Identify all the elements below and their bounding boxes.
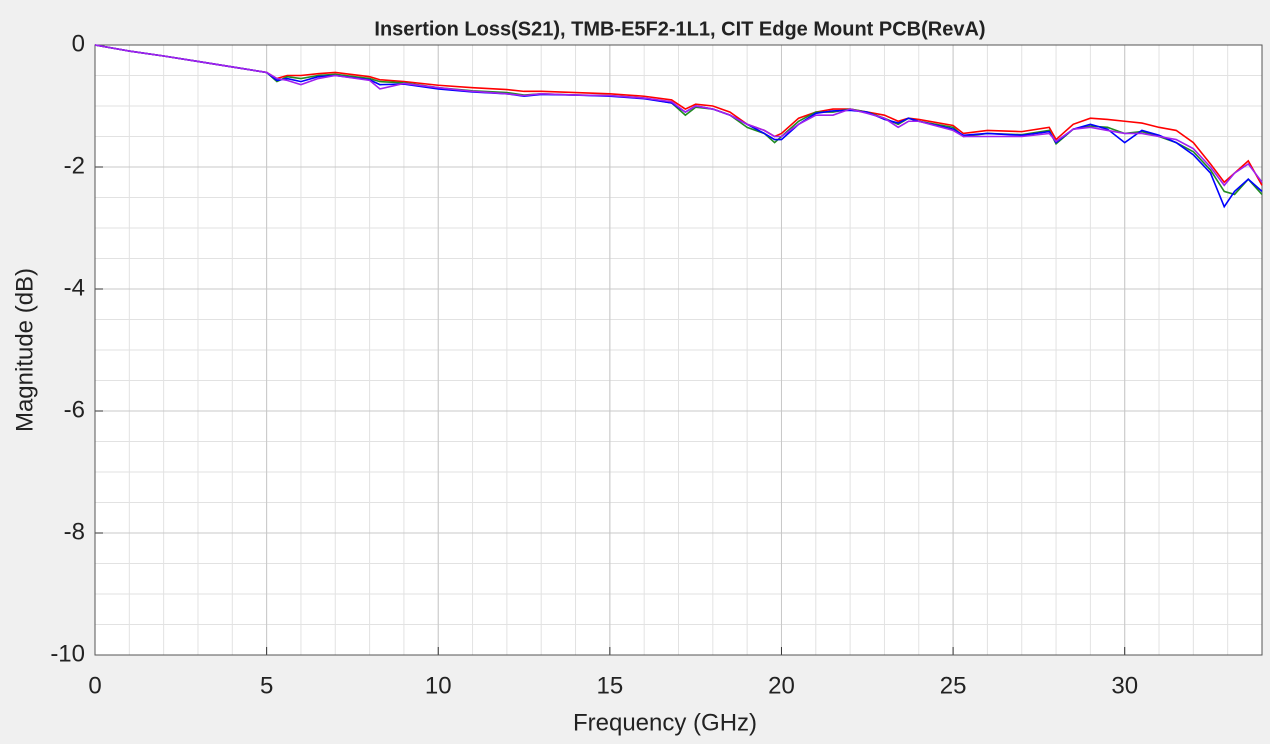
- x-tick-label: 30: [1111, 672, 1138, 699]
- series-line: [94, 44, 1263, 196]
- chart-title: Insertion Loss(S21), TMB-E5F2-1L1, CIT E…: [374, 18, 985, 40]
- series-line: [94, 44, 1263, 187]
- plot-frame: [94, 44, 1263, 656]
- y-tick-label: 0: [72, 30, 85, 57]
- x-tick-label: 10: [425, 672, 452, 699]
- y-tick-label: -10: [50, 640, 85, 667]
- y-tick-label: -8: [64, 518, 85, 545]
- x-tick-label: 20: [768, 672, 795, 699]
- x-tick-label: 5: [260, 672, 273, 699]
- y-axis-label: Magnitude (dB): [11, 268, 38, 432]
- x-axis-label: Frequency (GHz): [573, 709, 757, 736]
- x-tick-label: 25: [940, 672, 967, 699]
- x-tick-label: 0: [88, 672, 101, 699]
- y-tick-label: -6: [64, 396, 85, 423]
- y-tick-label: -2: [64, 152, 85, 179]
- x-tick-label: 15: [597, 672, 624, 699]
- y-tick-label: -4: [64, 274, 85, 301]
